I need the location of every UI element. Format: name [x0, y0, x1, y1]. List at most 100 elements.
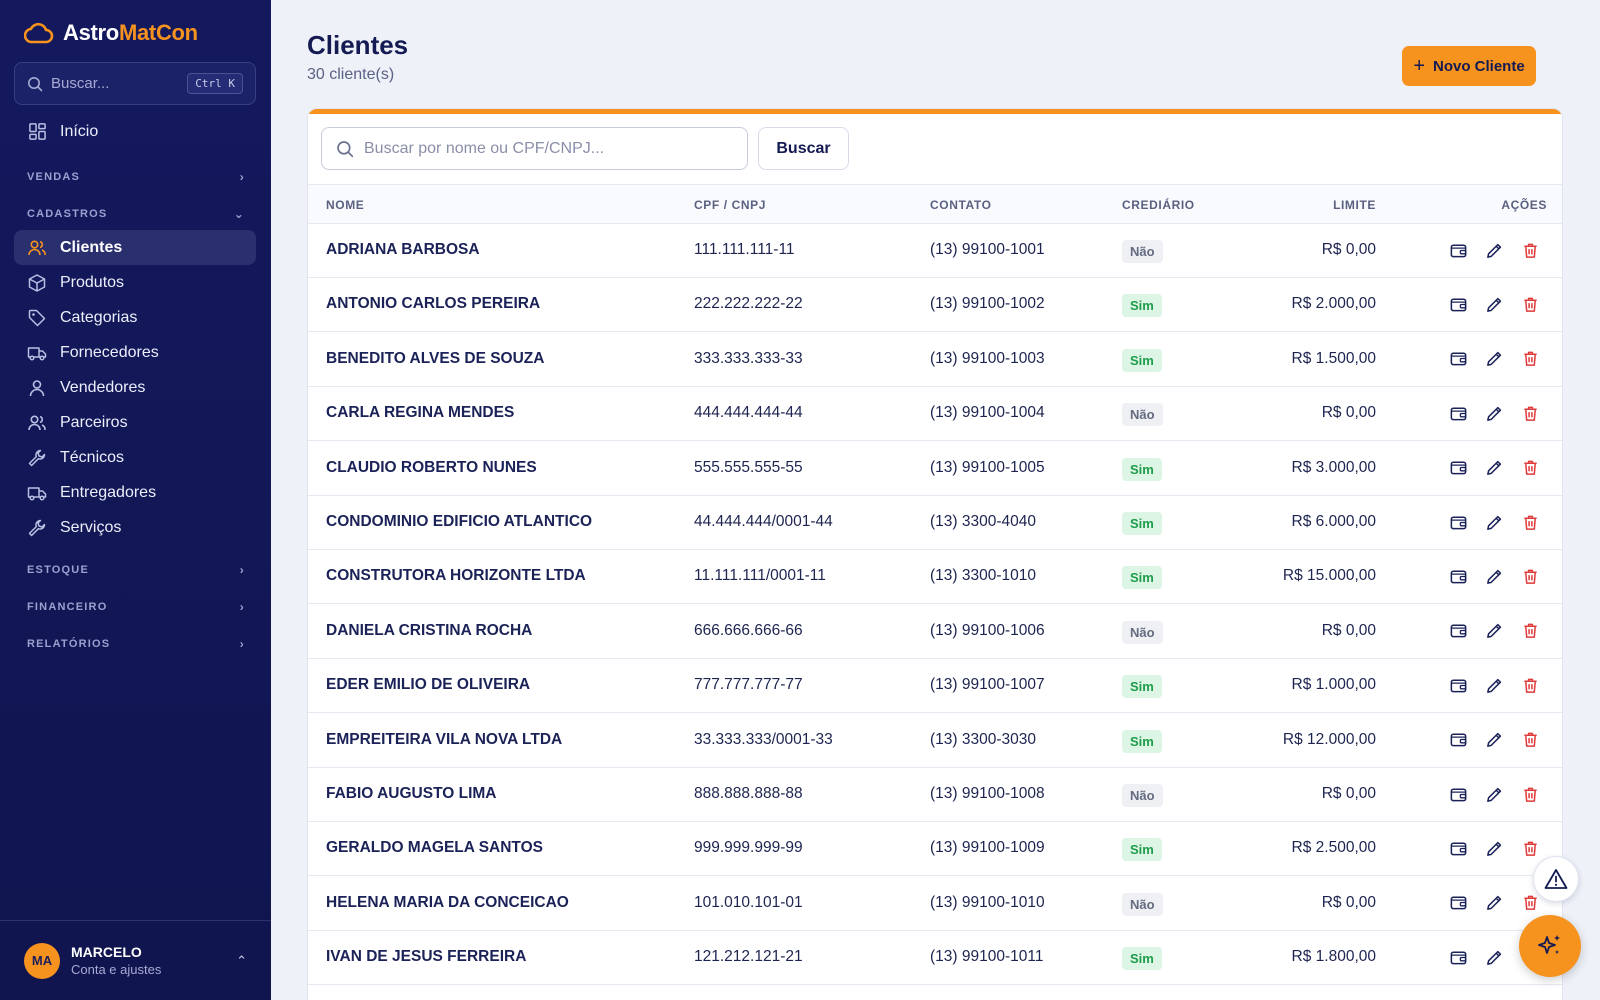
sidebar-item-servicos[interactable]: Serviços [14, 510, 256, 545]
edit-icon[interactable] [1483, 402, 1505, 424]
app-logo[interactable]: AstroMatCon [24, 20, 198, 46]
table-row[interactable]: ANTONIO CARLOS PEREIRA 222.222.222-22 (13)… [308, 278, 1562, 333]
edit-icon[interactable] [1483, 348, 1505, 370]
sidebar-item-categorias[interactable]: Categorias [14, 300, 256, 335]
wallet-icon[interactable] [1447, 783, 1469, 805]
dashboard-icon [27, 122, 47, 142]
client-name[interactable]: CLAUDIO ROBERTO NUNES [326, 458, 537, 476]
client-name[interactable]: DANIELA CRISTINA ROCHA [326, 621, 533, 639]
client-name[interactable]: CONDOMINIO EDIFICIO ATLANTICO [326, 513, 593, 530]
wallet-icon[interactable] [1447, 729, 1469, 751]
wallet-icon[interactable] [1447, 348, 1469, 370]
trash-icon[interactable] [1519, 348, 1541, 370]
column-header-limit[interactable]: LIMITE [1333, 198, 1376, 212]
trash-icon[interactable] [1519, 783, 1541, 805]
sidebar-search[interactable]: Buscar... Ctrl K [14, 62, 256, 105]
user-menu[interactable]: MA MARCELO Conta e ajustes ⌃ [0, 920, 271, 1000]
wallet-icon[interactable] [1447, 565, 1469, 587]
wallet-icon[interactable] [1447, 946, 1469, 968]
edit-icon[interactable] [1483, 837, 1505, 859]
sidebar-item-clientes[interactable]: Clientes [14, 230, 256, 265]
edit-icon[interactable] [1483, 783, 1505, 805]
trash-icon[interactable] [1519, 565, 1541, 587]
trash-icon[interactable] [1519, 620, 1541, 642]
table-row[interactable]: GERALDO MAGELA SANTOS 999.999.999-99 (13) … [308, 822, 1562, 877]
new-client-button[interactable]: + Novo Cliente [1402, 46, 1536, 86]
edit-icon[interactable] [1483, 729, 1505, 751]
client-name[interactable]: IVAN DE JESUS FERREIRA [326, 948, 527, 966]
section-cadastros[interactable]: CADASTROS ⌄ [27, 207, 245, 221]
trash-icon[interactable] [1519, 402, 1541, 424]
search-button[interactable]: Buscar [758, 127, 849, 170]
sidebar-item-entregadores[interactable]: Entregadores [14, 475, 256, 510]
table-row[interactable]: CONDOMINIO EDIFICIO ATLANTICO 44.444.444/… [308, 496, 1562, 550]
edit-icon[interactable] [1483, 457, 1505, 479]
table-row[interactable]: BENEDITO ALVES DE SOUZA 333.333.333-33 (13… [308, 333, 1562, 387]
column-header-name[interactable]: NOME [326, 198, 365, 212]
trash-icon[interactable] [1519, 837, 1541, 859]
sidebar-item-fornecedores[interactable]: Fornecedores [14, 335, 256, 370]
client-name[interactable]: GERALDO MAGELA SANTOS [326, 839, 544, 857]
trash-icon[interactable] [1519, 457, 1541, 479]
edit-icon[interactable] [1483, 620, 1505, 642]
wallet-icon[interactable] [1447, 511, 1469, 533]
client-name[interactable]: EDER EMILIO DE OLIVEIRA [326, 676, 531, 694]
trash-icon[interactable] [1519, 239, 1541, 261]
new-client-label: Novo Cliente [1433, 57, 1525, 75]
column-header-contact[interactable]: CONTATO [930, 198, 992, 212]
client-name[interactable]: EMPREITEIRA VILA NOVA LTDA [326, 730, 563, 748]
table-row[interactable]: ADRIANA BARBOSA 111.111.111-11 (13) 99100-… [308, 224, 1562, 278]
section-vendas[interactable]: VENDAS › [27, 170, 245, 184]
client-name[interactable]: BENEDITO ALVES DE SOUZA [326, 349, 545, 367]
wallet-icon[interactable] [1447, 239, 1469, 261]
section-relatorios[interactable]: RELATÓRIOS › [27, 637, 245, 651]
trash-icon[interactable] [1519, 729, 1541, 751]
table-row[interactable]: CARLA REGINA MENDES 444.444.444-44 (13) 99… [308, 387, 1562, 442]
trash-icon[interactable] [1519, 511, 1541, 533]
report-problem-button[interactable] [1533, 856, 1579, 902]
table-row[interactable]: DANIELA CRISTINA ROCHA 666.666.666-66 (13)… [308, 605, 1562, 659]
client-name[interactable]: ADRIANA BARBOSA [326, 241, 480, 258]
sidebar-item-tecnicos[interactable]: Técnicos [14, 440, 256, 475]
sidebar-item-vendedores[interactable]: Vendedores [14, 370, 256, 405]
wallet-icon[interactable] [1447, 837, 1469, 859]
client-search-input[interactable]: Buscar por nome ou CPF/CNPJ... [321, 127, 748, 170]
client-name[interactable]: CARLA REGINA MENDES [326, 404, 515, 422]
column-header-doc[interactable]: CPF / CNPJ [694, 198, 767, 212]
edit-icon[interactable] [1483, 946, 1505, 968]
table-row[interactable]: IVAN DE JESUS FERREIRA 121.212.121-21 (13)… [308, 931, 1562, 986]
edit-icon[interactable] [1483, 293, 1505, 315]
table-row[interactable]: HELENA MARIA DA CONCEICAO 101.010.101-01 (… [308, 877, 1562, 931]
edit-icon[interactable] [1483, 239, 1505, 261]
column-header-credit[interactable]: CREDIÁRIO [1122, 198, 1195, 212]
edit-icon[interactable] [1483, 674, 1505, 696]
wallet-icon[interactable] [1447, 457, 1469, 479]
table-row[interactable]: EMPREITEIRA VILA NOVA LTDA 33.333.333/000… [308, 714, 1562, 768]
edit-icon[interactable] [1483, 565, 1505, 587]
edit-icon[interactable] [1483, 511, 1505, 533]
sidebar-item-produtos[interactable]: Produtos [14, 265, 256, 300]
trash-icon[interactable] [1519, 674, 1541, 696]
client-contact: (13) 99100-1001 [930, 241, 1045, 258]
section-financeiro[interactable]: FINANCEIRO › [27, 600, 245, 614]
sidebar-item-parceiros[interactable]: Parceiros [14, 405, 256, 440]
edit-icon[interactable] [1483, 892, 1505, 914]
client-name[interactable]: HELENA MARIA DA CONCEICAO [326, 893, 569, 911]
wallet-icon[interactable] [1447, 892, 1469, 914]
ai-assistant-button[interactable] [1519, 915, 1581, 977]
trash-icon[interactable] [1519, 293, 1541, 315]
section-estoque[interactable]: ESTOQUE › [27, 563, 245, 577]
client-name[interactable]: CONSTRUTORA HORIZONTE LTDA [326, 567, 586, 585]
wallet-icon[interactable] [1447, 293, 1469, 315]
wallet-icon[interactable] [1447, 674, 1469, 696]
client-name[interactable]: ANTONIO CARLOS PEREIRA [326, 295, 541, 313]
table-row[interactable]: FABIO AUGUSTO LIMA 888.888.888-88 (13) 991… [308, 768, 1562, 822]
table-row[interactable]: CLAUDIO ROBERTO NUNES 555.555.555-55 (13) … [308, 442, 1562, 496]
table-row[interactable]: EDER EMILIO DE OLIVEIRA 777.777.777-77 (13… [308, 659, 1562, 714]
wallet-icon[interactable] [1447, 402, 1469, 424]
table-row[interactable]: CONSTRUTORA HORIZONTE LTDA 11.111.111/000… [308, 550, 1562, 605]
client-name[interactable]: FABIO AUGUSTO LIMA [326, 785, 497, 802]
sidebar-item-inicio[interactable]: Início [14, 114, 256, 149]
wallet-icon[interactable] [1447, 620, 1469, 642]
trash-icon[interactable] [1519, 892, 1541, 914]
